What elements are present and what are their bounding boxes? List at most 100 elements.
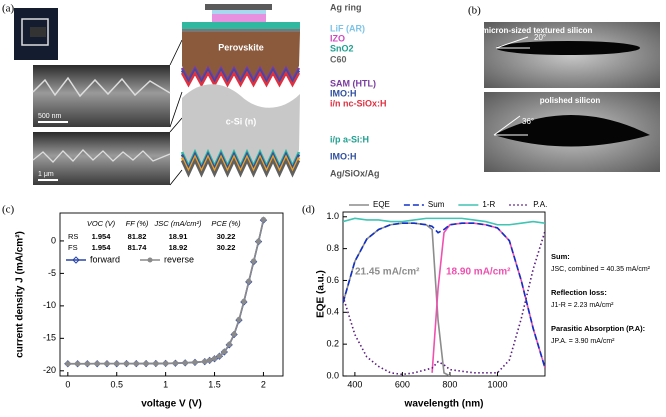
- note-heading: Parasitic Absorption (P.A):: [551, 324, 645, 333]
- legend-label: EQE: [373, 200, 390, 209]
- eqe-chart: 400 600 800 1000 0.0 0.2 0.4 0.6 0.8 1.0 wavelengt…: [316, 200, 651, 410]
- marker: [236, 316, 242, 323]
- marker: [162, 360, 169, 366]
- legend-label: Sum: [428, 200, 445, 209]
- ag-ring: [205, 4, 272, 10]
- sem-image: [33, 65, 170, 127]
- layer-label: Ag ring: [330, 2, 362, 12]
- layer-label: IMO:H: [330, 88, 357, 98]
- sem-texture: [32, 76, 171, 98]
- contact-angle-image: [484, 22, 660, 88]
- y-axis-label: current density J (mA/cm²): [15, 231, 26, 358]
- y-tick-label: 0: [51, 235, 56, 245]
- series-line: [67, 219, 265, 365]
- annotation: 21.45 mA/cm²: [355, 267, 420, 278]
- marker: [114, 361, 120, 367]
- droplet: [494, 115, 650, 147]
- series-line: [343, 217, 545, 226]
- table-cell: FS: [68, 243, 78, 252]
- legend-label: reverse: [164, 254, 194, 264]
- y-axis-label: EQE (a.u.): [316, 270, 327, 318]
- perovskite-layer: [182, 32, 300, 78]
- marker: [104, 361, 110, 367]
- lif-layer: [212, 10, 266, 14]
- plot-area: [64, 216, 268, 368]
- angle-line: [495, 36, 529, 49]
- panel-label: (b): [468, 5, 481, 17]
- note-text: JP.A. = 3.90 mA/cm²: [551, 338, 615, 345]
- table-cell: 81.74: [128, 243, 148, 252]
- marker: [153, 360, 159, 367]
- device-photo-cell: [30, 27, 46, 37]
- marker: [65, 361, 71, 367]
- legend-label: forward: [90, 254, 120, 264]
- marker: [260, 216, 267, 223]
- series-line: [343, 230, 545, 376]
- panel-label: (c): [2, 204, 15, 216]
- x-tick-label: 800: [442, 379, 457, 389]
- table-header: FF (%): [126, 219, 149, 228]
- sno2-layer: [182, 22, 300, 29]
- marker: [251, 258, 257, 264]
- note-heading: Sum:: [551, 252, 570, 261]
- layer-label: IZO: [330, 33, 345, 43]
- y-tick-label: 0.0: [326, 370, 339, 380]
- x-tick-label: 0: [65, 379, 70, 389]
- panel-label: (d): [302, 204, 315, 216]
- x-tick-label: 1: [163, 379, 168, 389]
- marker: [172, 360, 179, 366]
- image-title: polished silicon: [540, 96, 601, 105]
- marker: [84, 361, 91, 367]
- table-cell: 1.954: [92, 232, 112, 241]
- rear-layer: [180, 157, 301, 178]
- layer-label: SnO2: [330, 43, 354, 53]
- note-text: JSC, combined = 40.35 mA/cm²: [551, 266, 651, 273]
- table-cell: 1.954: [92, 243, 112, 252]
- series-line: [431, 222, 545, 373]
- legend-label: P.A.: [533, 200, 547, 209]
- layer-label: LiF (AR): [330, 23, 365, 33]
- table-cell: 30.22: [217, 243, 236, 252]
- layer-label: i/p a-Si:H: [330, 134, 369, 144]
- y-tick-label: 0.6: [326, 275, 339, 285]
- marker: [133, 360, 139, 367]
- table-cell: 30.22: [217, 232, 236, 241]
- y-tick-label: 1.0: [326, 211, 339, 221]
- layer-label: Perovskite: [218, 42, 264, 52]
- marker: [246, 278, 252, 284]
- layer-stack: [180, 4, 301, 178]
- x-tick-label: 1000: [487, 379, 507, 389]
- marker: [206, 357, 213, 363]
- texture-layer: [180, 70, 301, 88]
- table-cell: 18.92: [169, 243, 188, 252]
- marker: [94, 361, 100, 367]
- layer-label: Ag/SiOx/Ag: [330, 168, 380, 178]
- plot-area: [343, 217, 545, 376]
- y-tick-label: 0.8: [326, 243, 339, 253]
- x-axis-label: wavelength (nm): [404, 399, 484, 410]
- marker: [74, 361, 81, 367]
- jv-chart: 0 0.5 1 1.5 2 0 -5 -10 -15 -20 voltage V (V) curren…: [15, 212, 284, 410]
- csi-layer: [182, 84, 300, 164]
- legend-marker: [147, 257, 153, 263]
- y-tick-label: 0.4: [326, 307, 339, 317]
- marker: [241, 298, 247, 304]
- angle-line: [493, 115, 521, 136]
- table-header: VOC (V): [87, 219, 116, 228]
- legend-label: 1-R: [482, 200, 495, 209]
- angle-label: 36°: [522, 117, 534, 126]
- table-header: JSC (mA/cm²): [153, 219, 202, 228]
- table-cell: 81.82: [128, 232, 147, 241]
- scale-bar-label: 500 nm: [38, 113, 62, 120]
- plot-frame: [342, 211, 546, 377]
- y-tick-label: -15: [43, 333, 56, 343]
- series-line: [343, 222, 545, 369]
- sem-texture: [32, 149, 171, 163]
- marker: [182, 360, 188, 366]
- x-tick-label: 2: [261, 379, 266, 389]
- marker: [216, 353, 223, 359]
- table-cell: 18.91: [169, 232, 188, 241]
- x-tick-label: 600: [395, 379, 410, 389]
- droplet: [496, 41, 640, 55]
